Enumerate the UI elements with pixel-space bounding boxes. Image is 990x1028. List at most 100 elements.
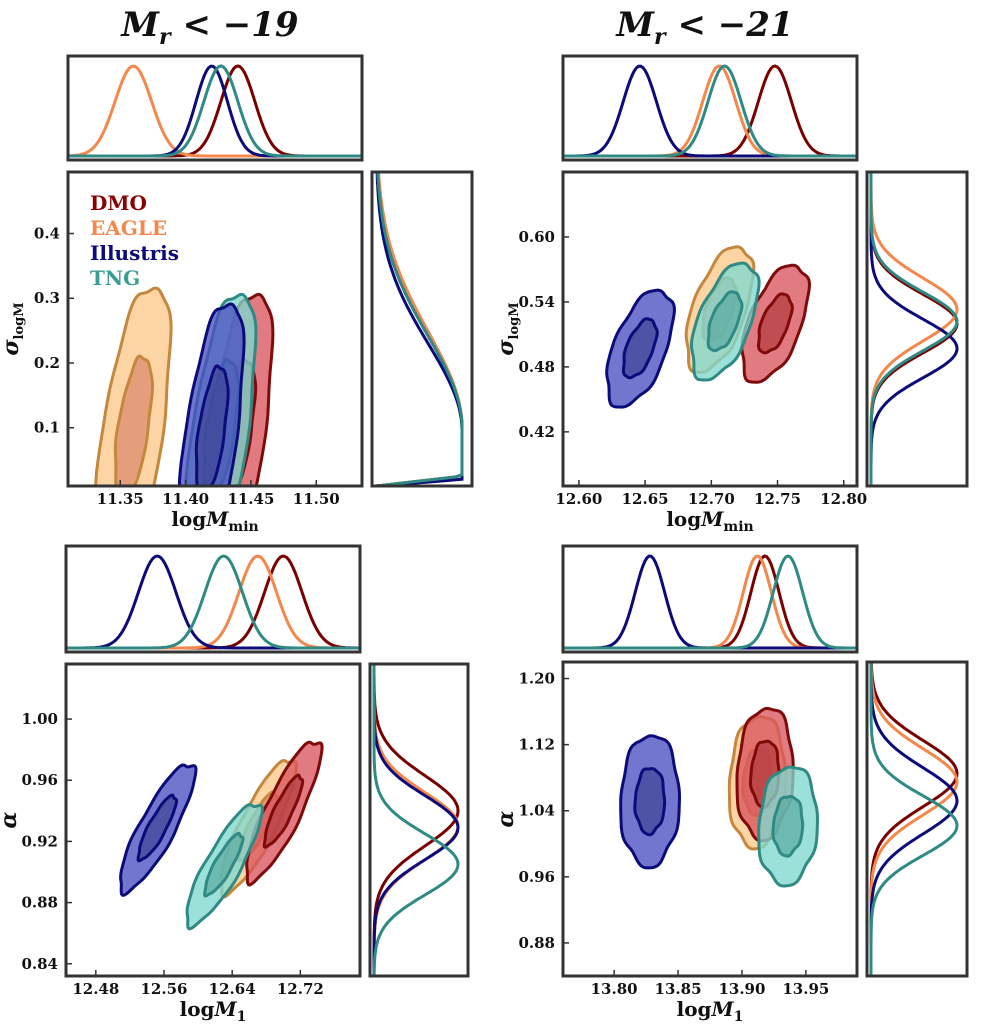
legend-dmo: DMO bbox=[90, 191, 147, 215]
dmo-contour-inner bbox=[757, 292, 794, 355]
y-axis-label: σlogM bbox=[0, 302, 27, 355]
x-tick-label: 12.60 bbox=[555, 490, 602, 508]
x-marginal-frame bbox=[66, 54, 364, 162]
illustris-y-marginal-curve bbox=[375, 171, 464, 488]
title-right: Mr < −21 bbox=[615, 5, 793, 50]
x-axis-label: logMmin bbox=[666, 507, 753, 535]
dmo-y-marginal-curve bbox=[372, 664, 460, 976]
eagle-x-marginal-curve bbox=[68, 64, 362, 158]
y-tick-label: 0.96 bbox=[21, 771, 58, 789]
x-tick-label: 13.85 bbox=[655, 980, 702, 998]
y-marginal-bottom-right bbox=[865, 660, 969, 978]
y-marginal-frame bbox=[368, 662, 470, 978]
x-marginal-bottom-right bbox=[561, 544, 859, 654]
x-tick-label: 12.72 bbox=[277, 980, 324, 998]
x-tick-label: 12.48 bbox=[72, 980, 119, 998]
tng-y-marginal-curve bbox=[869, 172, 959, 486]
x-marginal-frame bbox=[64, 544, 362, 654]
panel-bottom-left: 12.48 12.56 12.64 12.72 0.84 0.88 0.92 0.96 1.00… bbox=[0, 544, 470, 1025]
main-axes-frame bbox=[561, 170, 859, 488]
eagle-contour-inner bbox=[113, 354, 155, 486]
tng-x-marginal-curve bbox=[68, 64, 362, 158]
tng-x-marginal-curve bbox=[563, 554, 857, 650]
x-tick-label: 11.35 bbox=[97, 490, 144, 508]
y-axis-label: α bbox=[493, 810, 519, 827]
panel-top-left: 11.35 11.40 11.45 11.50 0.1 0.2 0.3 0.4 logMmin σ… bbox=[0, 54, 474, 535]
eagle-y-marginal-curve bbox=[372, 664, 460, 976]
tng-contour-inner bbox=[203, 831, 245, 898]
dmo-x-marginal-curve bbox=[563, 554, 857, 650]
y-tick-label: 0.3 bbox=[34, 289, 60, 307]
y-tick-label: 0.54 bbox=[518, 293, 555, 311]
y-tick-label: 1.20 bbox=[518, 670, 555, 688]
x-axis-label: logM1 bbox=[180, 997, 247, 1025]
y-marginal-frame bbox=[865, 660, 969, 978]
y-marginal-frame bbox=[865, 170, 969, 488]
x-marginal-top-left bbox=[66, 54, 364, 162]
contours-bottom-right bbox=[619, 707, 820, 888]
x-tick-label: 11.40 bbox=[162, 490, 209, 508]
x-tick-label: 12.80 bbox=[820, 490, 867, 508]
y-tick-label: 0.84 bbox=[21, 955, 58, 973]
illustris-contour-inner bbox=[633, 767, 667, 837]
x-marginal-frame bbox=[561, 544, 859, 654]
x-marginal-top-right bbox=[561, 54, 859, 162]
y-tick-label: 0.88 bbox=[21, 894, 58, 912]
x-tick-label: 12.56 bbox=[141, 980, 188, 998]
y-marginal-bottom-left bbox=[368, 662, 470, 978]
main-axes-frame bbox=[66, 170, 364, 488]
legend-eagle: EAGLE bbox=[90, 216, 167, 240]
contours-top-left bbox=[94, 286, 275, 486]
panel-top-right: 12.60 12.65 12.70 12.75 12.80 0.42 0.48 0.54 0.6… bbox=[493, 54, 969, 535]
x-tick-label: 13.90 bbox=[718, 980, 765, 998]
y-tick-label: 0.1 bbox=[34, 419, 60, 437]
illustris-y-marginal-curve bbox=[372, 664, 460, 976]
y-axis-label: σlogM bbox=[493, 302, 522, 355]
y-tick-label: 1.00 bbox=[21, 710, 58, 728]
illustris-contour-inner bbox=[621, 317, 659, 380]
y-marginal-frame bbox=[370, 170, 474, 488]
y-marginal-top-right bbox=[865, 170, 969, 488]
y-tick-label: 0.48 bbox=[518, 358, 555, 376]
y-tick-label: 0.2 bbox=[34, 354, 60, 372]
eagle-y-marginal-curve bbox=[869, 172, 959, 486]
eagle-x-marginal-curve bbox=[563, 554, 857, 650]
x-axis-label: logM1 bbox=[677, 997, 744, 1025]
tng-contour-inner bbox=[771, 794, 805, 858]
y-tick-label: 1.12 bbox=[518, 736, 555, 754]
panel-bottom-right: 13.80 13.85 13.90 13.95 0.88 0.96 1.04 1.12 1.20… bbox=[493, 544, 969, 1025]
y-tick-label: 0.4 bbox=[34, 225, 60, 243]
svg-text:Mr < −21: Mr < −21 bbox=[615, 5, 793, 50]
tng-contour-inner bbox=[706, 290, 744, 353]
y-tick-label: 1.04 bbox=[518, 802, 555, 820]
tng-y-marginal-curve bbox=[372, 664, 460, 976]
x-tick-label: 13.80 bbox=[591, 980, 638, 998]
x-tick-label: 12.65 bbox=[622, 490, 669, 508]
x-marginal-bottom-left bbox=[64, 544, 362, 654]
dmo-contour-inner bbox=[262, 773, 305, 849]
tng-y-marginal-curve bbox=[375, 171, 464, 488]
y-tick-label: 0.88 bbox=[518, 934, 555, 952]
illustris-x-marginal-curve bbox=[563, 554, 857, 650]
y-marginal-top-left bbox=[370, 170, 474, 488]
y-tick-label: 0.96 bbox=[518, 868, 555, 886]
title-left: Mr < −19 bbox=[120, 5, 298, 50]
corner-panels: 11.35 11.40 11.45 11.50 0.1 0.2 0.3 0.4 logMmin σ… bbox=[0, 54, 969, 1025]
x-tick-label: 11.45 bbox=[227, 490, 274, 508]
x-tick-label: 11.50 bbox=[293, 490, 340, 508]
y-tick-label: 0.42 bbox=[518, 423, 555, 441]
y-axis-label: α bbox=[0, 811, 22, 828]
x-tick-label: 12.70 bbox=[688, 490, 735, 508]
main-axes-frame bbox=[64, 662, 362, 978]
y-tick-label: 0.60 bbox=[518, 228, 555, 246]
x-tick-label: 12.75 bbox=[754, 490, 801, 508]
illustris-contour-inner bbox=[194, 364, 230, 486]
svg-text:Mr < −19: Mr < −19 bbox=[120, 5, 298, 50]
tng-y-marginal-curve bbox=[869, 662, 959, 976]
contours-bottom-left bbox=[119, 740, 324, 931]
main-axes-frame bbox=[561, 660, 859, 978]
legend-illustris: Illustris bbox=[90, 241, 179, 265]
illustris-contour-inner bbox=[136, 793, 179, 863]
